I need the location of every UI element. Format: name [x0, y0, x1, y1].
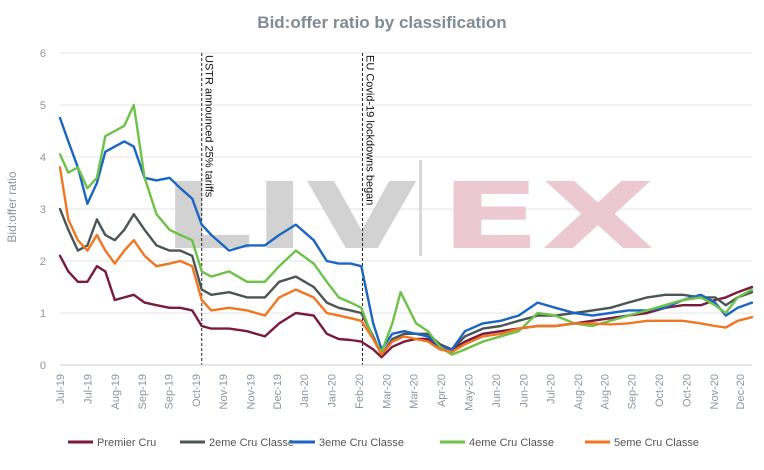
- x-tick-label: Jul-19: [82, 374, 94, 404]
- x-tick-label: Apr-20: [436, 374, 448, 407]
- x-tick-label: Nov-19: [246, 374, 258, 409]
- series-line: [58, 103, 754, 356]
- x-axis-ticks: Jul-19 Jul-19 Aug-19 Sep-19 Sep-19 Oct-19 Nov-…: [55, 374, 764, 411]
- x-tick-label: Sep-20: [627, 374, 639, 409]
- y-tick-label: 1: [40, 308, 46, 320]
- series-line: [58, 166, 754, 356]
- x-tick-label: Oct-20: [681, 374, 693, 407]
- y-tick-label: 4: [40, 152, 46, 164]
- y-tick-label: 2: [40, 256, 46, 268]
- series-lines: [58, 103, 754, 359]
- legend-label: 5eme Cru Classe: [614, 437, 699, 449]
- chart-title: Bid:offer ratio by classification: [257, 13, 506, 32]
- y-axis-label: Bid:offer ratio: [5, 171, 19, 242]
- annotation-label: EU Covid-19 lockdowns began: [364, 55, 376, 205]
- legend: Premier Cru 2eme Cru Classe 3eme Cru Class…: [68, 437, 699, 449]
- x-tick-label: Jan-20: [327, 374, 339, 408]
- watermark-divider: [419, 160, 422, 256]
- x-tick-label: Oct-20: [654, 374, 666, 407]
- annotation-label: USTR announced 25% tariffs: [203, 55, 215, 198]
- svg-text:EX: EX: [440, 163, 655, 270]
- y-tick-label: 0: [40, 360, 46, 372]
- y-axis-ticks: 0 1 2 3 4 5 6: [40, 48, 46, 372]
- x-tick-label: Aug-20: [599, 374, 611, 409]
- x-tick-label: Dec-19: [272, 374, 284, 409]
- series-line: [58, 254, 754, 359]
- x-tick-label: Sep-19: [137, 374, 149, 409]
- x-tick-label: Aug-19: [110, 374, 122, 409]
- x-tick-label: May-20: [464, 374, 476, 411]
- y-tick-label: 3: [40, 204, 46, 216]
- x-tick-label: Dec-20: [735, 374, 747, 409]
- x-tick-label: Dec-20: [762, 374, 764, 409]
- y-tick-label: 5: [40, 100, 46, 112]
- legend-label: 4eme Cru Classe: [469, 437, 554, 449]
- legend-label: 2eme Cru Classe: [209, 437, 294, 449]
- x-tick-label: Nov-19: [218, 374, 230, 409]
- legend-label: Premier Cru: [97, 437, 156, 449]
- x-tick-label: Nov-20: [709, 374, 721, 409]
- y-tick-label: 6: [40, 48, 46, 60]
- x-tick-label: Mar-20: [381, 374, 393, 409]
- x-tick-label: Feb-20: [354, 374, 366, 409]
- x-tick-label: Sep-19: [163, 374, 175, 409]
- x-tick-label: Mar-20: [409, 374, 421, 409]
- x-tick-label: Jul-19: [55, 374, 67, 404]
- x-tick-label: Oct-19: [191, 374, 203, 407]
- annotations: USTR announced 25% tariffs EU Covid-19 lo…: [201, 53, 376, 365]
- x-tick-label: Jun-20: [491, 374, 503, 408]
- watermark-logo: LIV EX: [162, 160, 655, 270]
- x-tick-label: Jun-20: [518, 374, 530, 408]
- x-tick-label: Jul-20: [546, 374, 558, 404]
- series-line: [58, 116, 754, 351]
- x-tick-label: Jan-20: [299, 374, 311, 408]
- svg-text:LIV: LIV: [162, 163, 417, 270]
- legend-label: 3eme Cru Classe: [319, 437, 404, 449]
- x-tick-label: Aug-20: [573, 374, 585, 409]
